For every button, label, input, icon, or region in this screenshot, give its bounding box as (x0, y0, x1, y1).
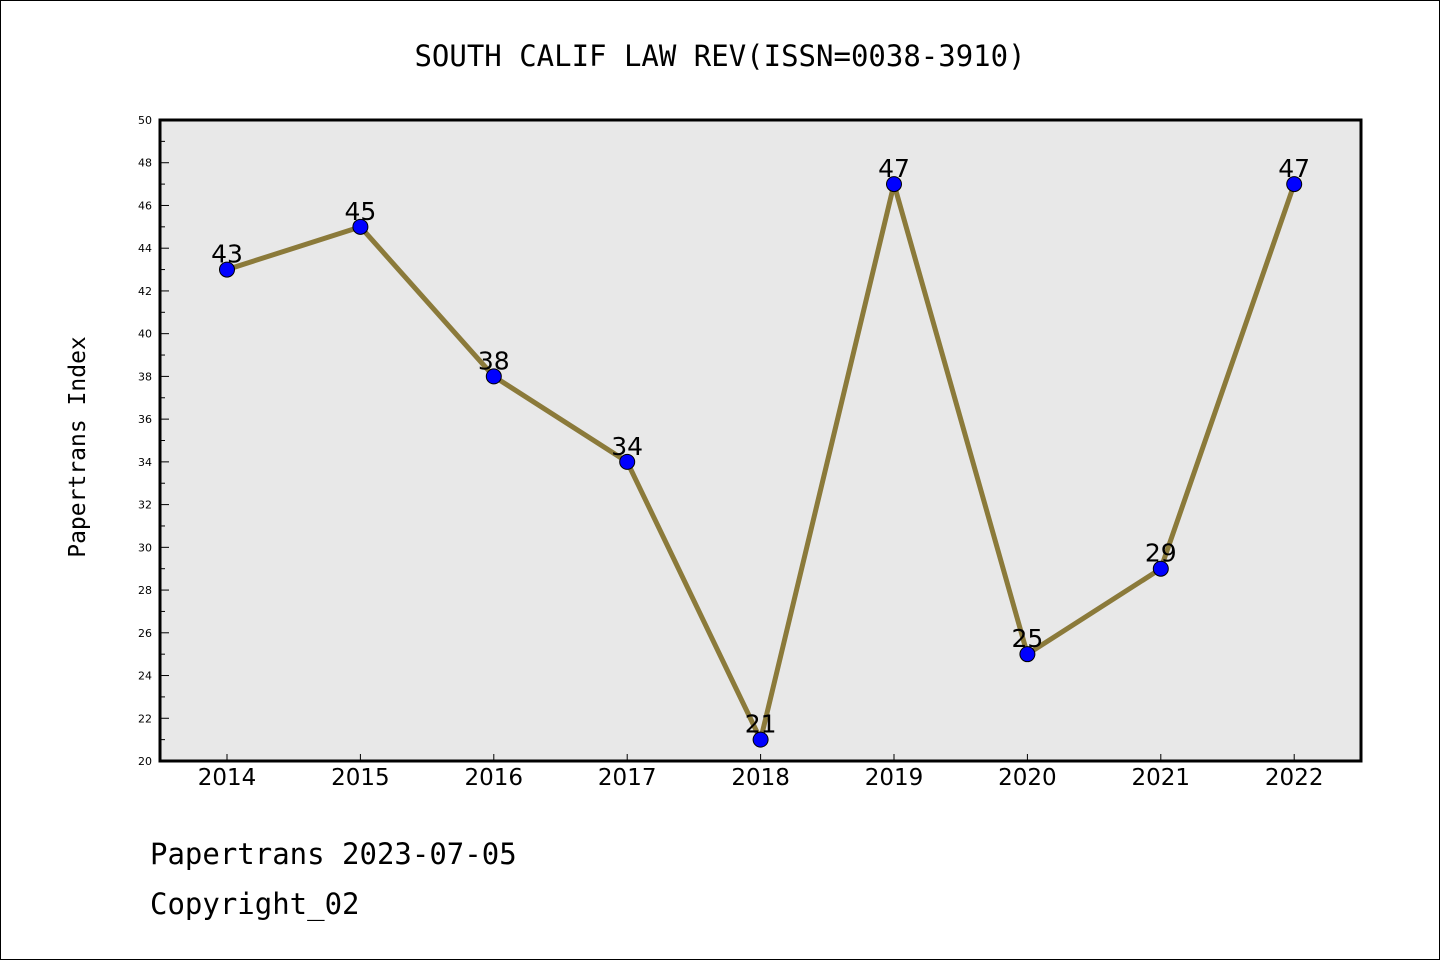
x-tick-label: 2019 (865, 765, 924, 791)
x-tick-label: 2017 (598, 765, 657, 791)
footer-date-text: Papertrans 2023-07-05 (150, 837, 517, 871)
y-tick-label: 22 (138, 712, 152, 725)
y-tick-label: 36 (138, 413, 152, 426)
data-point-marker (1152, 560, 1169, 577)
data-point-label: 29 (1145, 539, 1177, 568)
y-tick-label: 40 (138, 328, 152, 341)
data-point-label: 47 (1278, 154, 1310, 183)
y-tick-label: 44 (138, 242, 152, 255)
x-tick-label: 2014 (198, 765, 257, 791)
data-point-marker (1019, 646, 1036, 663)
y-tick-label: 26 (138, 627, 152, 640)
data-point-label: 43 (211, 240, 243, 269)
marker-group (219, 176, 1303, 748)
data-point-marker (352, 218, 369, 235)
data-point-label: 21 (745, 710, 777, 739)
data-point-label: 34 (611, 432, 643, 461)
data-point-marker (1286, 176, 1303, 193)
x-tick-label: 2022 (1265, 765, 1324, 791)
y-tick-label: 46 (138, 199, 152, 212)
x-tick-label: 2020 (998, 765, 1057, 791)
y-tick-label: 38 (138, 370, 152, 383)
y-tick-label: 34 (138, 456, 152, 469)
y-axis: 20 22 24 26 28 30 32 34 36 38 40 42 44 46 48 50 (138, 114, 169, 768)
data-point-label: 45 (344, 197, 376, 226)
y-tick-label: 20 (138, 755, 152, 768)
y-tick-label: 48 (138, 157, 152, 170)
data-point-marker (619, 453, 636, 470)
y-tick-label: 42 (138, 285, 152, 298)
chart-title: SOUTH CALIF LAW REV(ISSN=0038-3910) (414, 39, 1025, 73)
data-point-label: 47 (878, 154, 910, 183)
y-tick-label: 32 (138, 499, 152, 512)
data-label-group: 43 45 38 34 21 47 25 29 47 (211, 154, 1310, 739)
data-point-marker (485, 368, 502, 385)
y-axis-label: Papertrans Index (65, 336, 91, 558)
y-tick-label: 28 (138, 584, 152, 597)
x-tick-label: 2015 (331, 765, 390, 791)
y-tick-label: 30 (138, 541, 152, 554)
plot-area (158, 118, 1363, 763)
y-tick-label: 24 (138, 670, 152, 683)
x-tick-label: 2018 (731, 765, 790, 791)
data-point-label: 38 (478, 346, 510, 375)
data-point-label: 25 (1011, 624, 1043, 653)
data-point-marker (752, 731, 769, 748)
x-axis: 2014 2015 2016 2017 2018 2019 2020 2021 2022 (198, 754, 1324, 791)
data-point-marker (219, 261, 235, 278)
footer-copyright-text: Copyright_02 (150, 887, 360, 922)
x-tick-label: 2021 (1132, 765, 1191, 791)
data-point-marker (886, 176, 902, 193)
y-tick-label: 50 (138, 114, 152, 127)
x-tick-label: 2016 (465, 765, 524, 791)
